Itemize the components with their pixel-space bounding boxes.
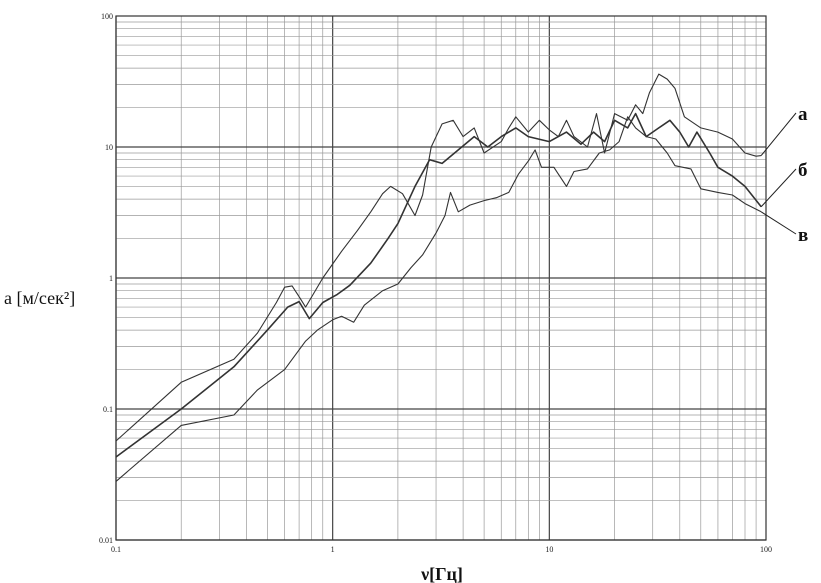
legend-label: в xyxy=(798,225,808,246)
y-tick-label: 1 xyxy=(109,274,113,283)
x-tick-label: 100 xyxy=(760,545,772,554)
x-axis-label: ν[Гц] xyxy=(420,564,463,583)
y-tick-label: 10 xyxy=(105,143,113,152)
x-tick-label: 1 xyxy=(331,545,335,554)
x-tick-label: 10 xyxy=(545,545,553,554)
y-tick-label: 100 xyxy=(101,12,113,21)
legend-leader-line xyxy=(760,112,797,156)
legend-leader-line xyxy=(760,211,797,235)
series-line-2 xyxy=(115,112,762,458)
plot-frame xyxy=(115,15,767,541)
grid xyxy=(115,16,766,541)
y-tick-label: 0.01 xyxy=(99,536,113,545)
x-tick-label: 0.1 xyxy=(111,545,121,554)
y-tick-label: 0.1 xyxy=(103,405,113,414)
legend-callouts: а б в xyxy=(760,104,808,246)
series-line-1 xyxy=(115,73,762,442)
series-line-3 xyxy=(115,116,762,482)
legend-label: а xyxy=(798,104,808,125)
y-axis-label: a [м/сек²] xyxy=(4,288,75,308)
legend-leader-line xyxy=(760,168,797,208)
series-lines xyxy=(115,73,762,482)
legend-label: б xyxy=(798,160,808,181)
